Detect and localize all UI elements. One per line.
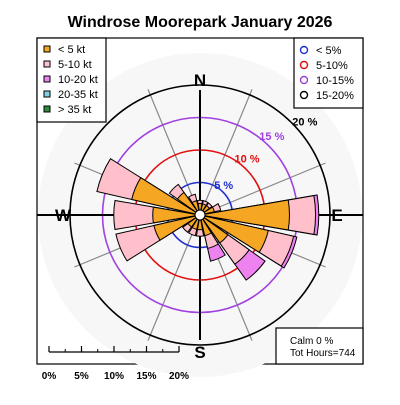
speed-legend-label: < 5 kt [58,44,85,56]
ring-label-15: 15 % [259,131,284,143]
compass-north-label: N [194,71,206,90]
speed-legend-swatch [43,90,51,98]
speed-legend-label: > 35 kt [58,104,91,116]
chart-title: Windrose Moorepark January 2026 [68,14,333,31]
scale-tick-label: 15% [136,371,156,382]
ring-legend-label: 15-20% [316,90,354,102]
compass-south-label: S [194,343,205,362]
scale-tick-label: 10% [104,371,124,382]
ring-label-5: 5 % [214,180,233,192]
ring-label-20: 20 % [292,117,317,129]
speed-legend-swatch [43,45,51,53]
speed-legend: < 5 kt 5-10 kt 10-20 kt 20-35 kt > 35 kt [36,37,107,123]
calm-box-frame [275,327,364,365]
wind-petals [96,158,320,281]
speed-legend-swatch [43,105,51,113]
speed-legend-label: 20-35 kt [58,89,98,101]
ring-legend-marker [299,90,309,100]
ring-legend-marker [299,60,309,70]
speed-legend-label: 10-20 kt [58,74,98,86]
spoke-line [147,214,201,341]
ring-legend: < 5% 5-10% 10-15% 15-20% [293,37,364,109]
speed-legend-label: 5-10 kt [58,59,92,71]
ring-legend-label: < 5% [316,45,342,57]
spoke-line [199,162,326,216]
ring-label-10: 10 % [235,154,260,166]
calm-label: Calm 0 % [290,336,333,347]
ring-legend-box [293,37,364,109]
calm-circle [194,209,206,221]
ring-legend-marker [299,75,309,85]
spoke-line [147,89,201,216]
scale-bar: 0% 5% 10% 15% 20% [42,346,189,382]
scale-tick-label: 0% [42,371,57,382]
spoke-line [199,89,253,216]
calm-hours-box: Calm 0 % Tot Hours=744 [275,327,364,365]
speed-legend-swatch [43,60,51,68]
ring-legend-label: 5-10% [316,60,348,72]
scale-tick-label: 5% [74,371,89,382]
ring-legend-marker [299,45,309,55]
ring-legend-label: 10-15% [316,75,354,87]
ring-labels: 5 % 10 % 15 % 20 % [214,117,317,192]
scale-tick-label: 20% [169,371,189,382]
compass-west-label: W [55,206,72,225]
hours-label: Tot Hours=744 [290,348,356,359]
speed-legend-swatch [43,75,51,83]
compass-east-label: E [331,206,342,225]
